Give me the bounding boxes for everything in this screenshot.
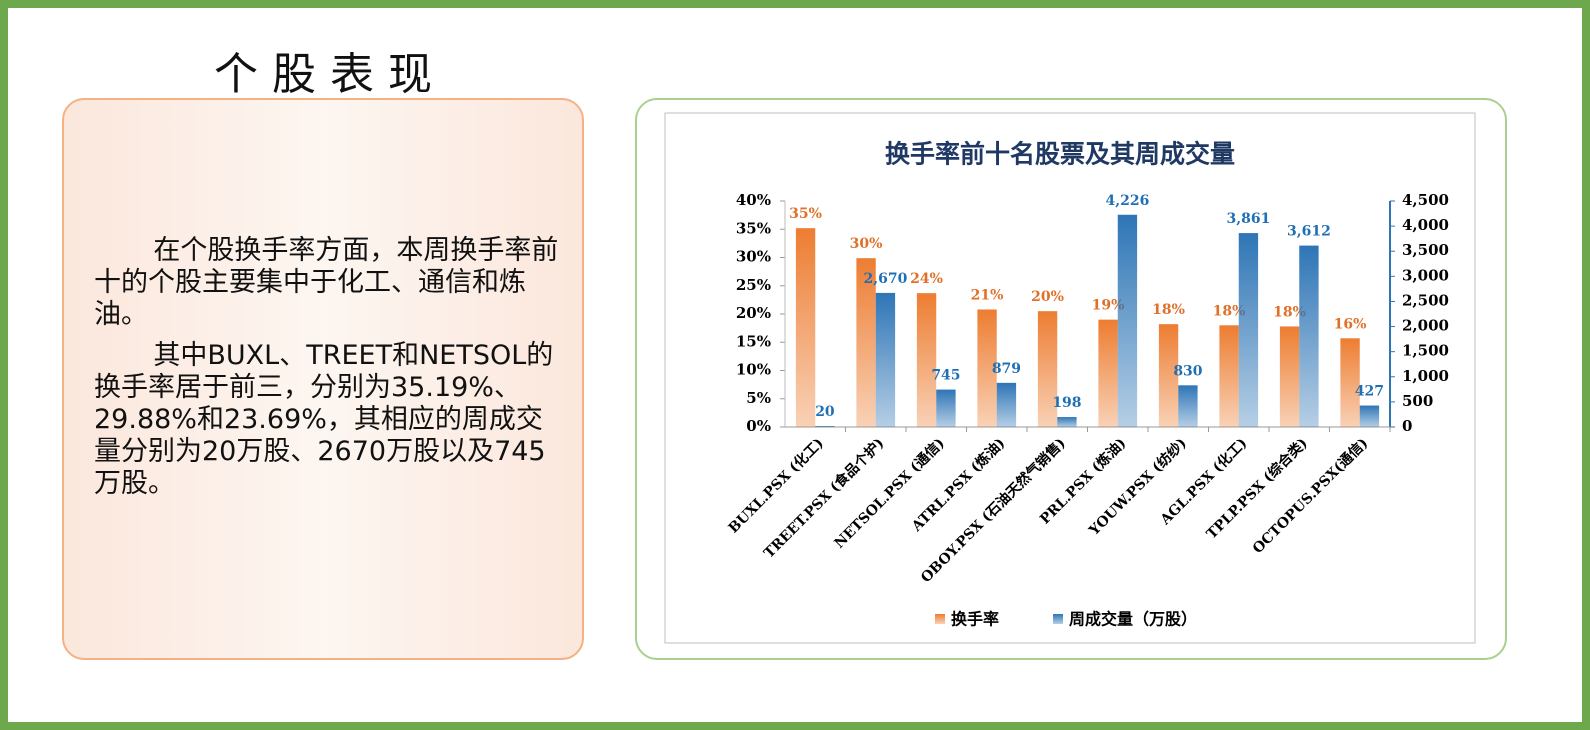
bar <box>1359 405 1380 427</box>
bar <box>1117 214 1138 427</box>
data-label: 35% <box>789 206 822 222</box>
bar <box>977 309 997 427</box>
y-tick-label: 0% <box>746 417 771 435</box>
data-label: 21% <box>971 287 1004 303</box>
data-label: 198 <box>1052 395 1081 411</box>
y2-tick-label: 1,500 <box>1402 342 1449 360</box>
y2-tick-label: 2,000 <box>1402 317 1449 335</box>
data-label: 830 <box>1173 363 1202 379</box>
y-tick-label: 15% <box>736 332 771 350</box>
y2-tick-label: 1,000 <box>1402 367 1449 385</box>
y-tick-label: 30% <box>736 248 771 266</box>
bar <box>875 292 896 427</box>
legend-label: 换手率 <box>951 610 999 629</box>
data-label: 18% <box>1152 302 1185 318</box>
y2-tick-label: 4,500 <box>1402 191 1449 209</box>
y2-tick-label: 0 <box>1402 417 1412 435</box>
y2-tick-label: 2,500 <box>1402 291 1449 309</box>
heading: 个股表现 <box>214 49 446 100</box>
data-label: 16% <box>1334 316 1367 332</box>
data-label: 19% <box>1092 298 1125 314</box>
bar <box>1299 245 1319 427</box>
bar <box>815 425 835 427</box>
bar <box>996 382 1017 427</box>
bar <box>936 389 956 427</box>
legend-swatch <box>935 614 945 624</box>
bar <box>1279 326 1300 427</box>
data-label: 2,670 <box>864 271 908 287</box>
data-label: 3,612 <box>1287 224 1331 240</box>
y-tick-label: 25% <box>736 276 771 294</box>
data-label: 3,861 <box>1227 211 1271 227</box>
y-tick-label: 10% <box>736 361 771 379</box>
bar <box>1098 319 1118 427</box>
bar <box>916 293 937 427</box>
bar <box>1057 417 1077 427</box>
y2-tick-label: 3,000 <box>1402 266 1449 284</box>
bar <box>856 258 876 427</box>
chart-title: 换手率前十名股票及其周成交量 <box>885 140 1235 169</box>
data-label: 18% <box>1273 304 1306 320</box>
data-label: 427 <box>1355 384 1384 400</box>
data-label: 20% <box>1031 289 1064 305</box>
bar <box>1178 385 1198 427</box>
paragraph: 在个股换手率方面，本周换手率前十的个股主要集中于化工、通信和炼油。 <box>94 235 559 330</box>
data-label: 745 <box>931 368 960 384</box>
bar <box>1037 311 1058 427</box>
data-label: 20 <box>815 404 835 420</box>
bar <box>1219 325 1239 427</box>
data-label: 24% <box>910 271 943 287</box>
paragraph: 其中BUXL、TREET和NETSOL的换手率居于前三，分别为35.19%、29… <box>94 340 554 499</box>
bar <box>1158 324 1179 427</box>
bar <box>1340 338 1360 427</box>
data-label: 4,226 <box>1106 193 1150 209</box>
bar <box>795 228 816 427</box>
bar <box>1238 233 1259 427</box>
text-box: 在个股换手率方面，本周换手率前十的个股主要集中于化工、通信和炼油。 其中BUXL… <box>62 98 584 660</box>
y2-tick-label: 3,500 <box>1402 241 1449 259</box>
y2-tick-label: 500 <box>1402 392 1433 410</box>
y2-tick-label: 4,000 <box>1402 216 1449 234</box>
data-label: 30% <box>850 236 883 252</box>
y-tick-label: 5% <box>746 389 771 407</box>
y-tick-label: 40% <box>736 191 771 209</box>
y-tick-label: 20% <box>736 304 771 322</box>
legend-label: 周成交量（万股） <box>1069 610 1197 629</box>
data-label: 18% <box>1213 303 1246 319</box>
y-tick-label: 35% <box>736 219 771 237</box>
data-label: 879 <box>992 361 1021 377</box>
legend-swatch <box>1053 614 1063 624</box>
